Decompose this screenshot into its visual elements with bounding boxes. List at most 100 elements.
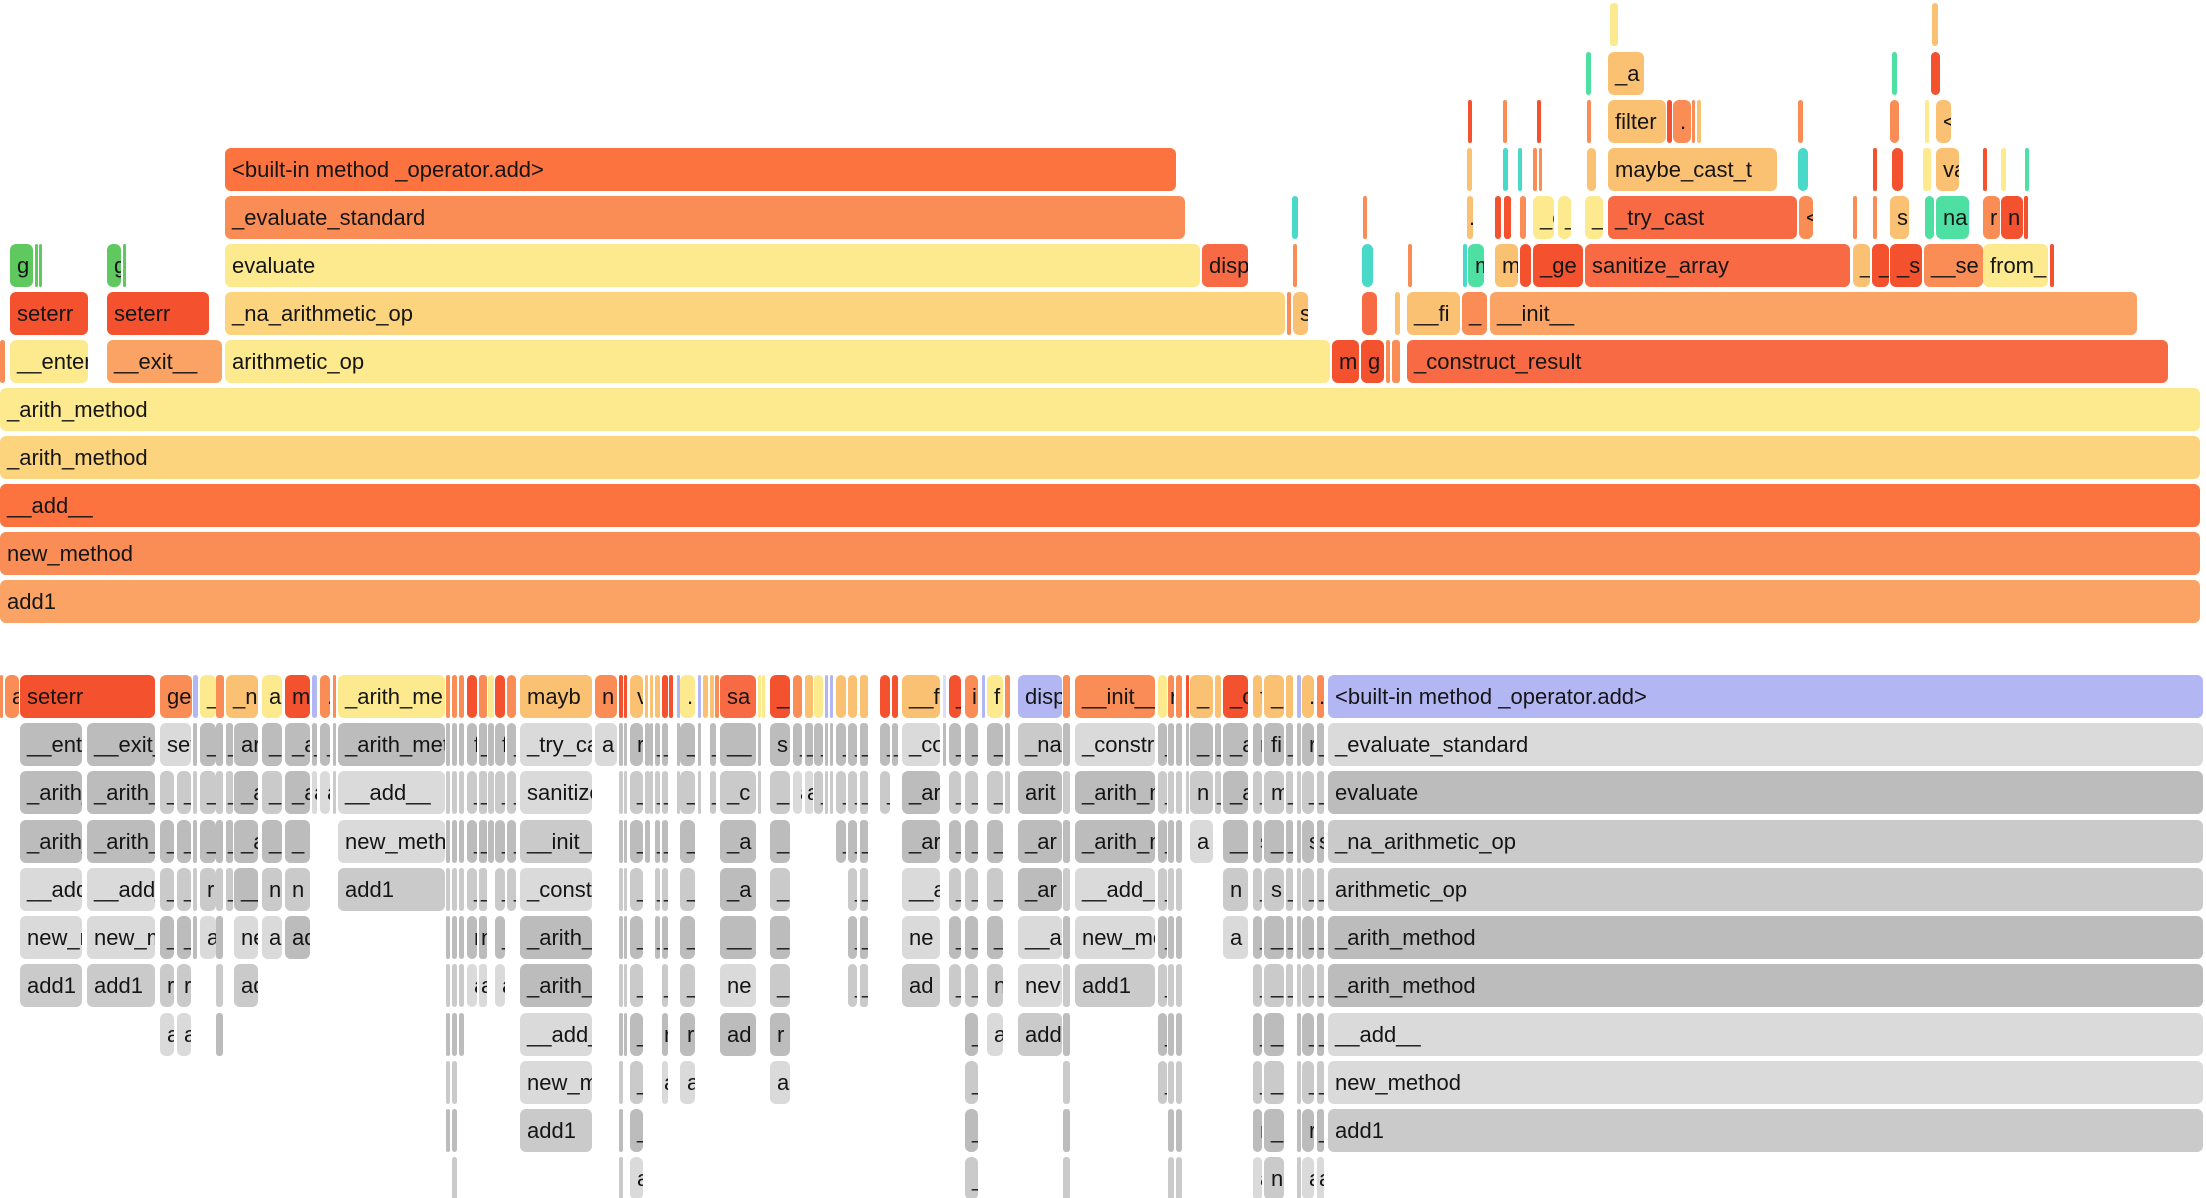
caller-frame-bar[interactable]: _construct_result	[1075, 723, 1155, 766]
caller-frame-bar[interactable]	[446, 723, 450, 766]
frame-sliver[interactable]	[452, 675, 457, 718]
caller-frame-bar[interactable]: _try_cast	[520, 723, 592, 766]
caller-frame-bar[interactable]: _	[1158, 964, 1167, 1007]
frame-bar[interactable]: _	[1585, 196, 1603, 239]
caller-frame-bar[interactable]: _	[1286, 868, 1293, 911]
caller-frame-bar[interactable]: new_method	[20, 916, 82, 959]
frame-bar[interactable]: seterr	[10, 292, 88, 335]
caller-frame-bar[interactable]	[943, 723, 946, 766]
frame-sliver[interactable]	[1586, 52, 1591, 95]
caller-frame-bar[interactable]	[830, 771, 833, 814]
caller-frame-bar[interactable]: _ar	[902, 820, 940, 863]
caller-frame-bar[interactable]: _	[793, 723, 802, 766]
caller-frame-bar[interactable]: _	[160, 916, 174, 959]
caller-frame-bar[interactable]: r	[662, 1013, 668, 1056]
caller-frame-bar[interactable]: _ar	[1018, 868, 1062, 911]
frame-sliver[interactable]	[715, 675, 719, 718]
caller-frame-bar[interactable]: __a	[902, 868, 940, 911]
caller-frame-bar[interactable]	[1063, 1157, 1070, 1198]
caller-frame-bar[interactable]: _	[662, 916, 668, 959]
caller-frame-bar[interactable]	[452, 916, 457, 959]
caller-frame-bar[interactable]: _	[507, 868, 516, 911]
frame-sliver[interactable]	[1386, 340, 1390, 383]
caller-frame-bar[interactable]	[452, 964, 457, 1007]
caller-frame-bar[interactable]: add1	[1018, 1013, 1062, 1056]
frame-sliver[interactable]	[1537, 100, 1541, 143]
caller-frame-bar[interactable]: _	[892, 723, 898, 766]
frame-bar[interactable]: _a	[1608, 52, 1644, 95]
caller-frame-bar[interactable]	[1176, 1109, 1182, 1152]
frame-bar[interactable]: _e	[1533, 196, 1554, 239]
caller-frame-bar[interactable]: _	[655, 723, 660, 766]
caller-frame-bar[interactable]: _	[770, 964, 790, 1007]
caller-frame-bar[interactable]: n	[1190, 771, 1213, 814]
caller-frame-bar[interactable]: _arith_method	[20, 820, 82, 863]
caller-frame-bar[interactable]: r	[1302, 723, 1314, 766]
caller-frame-bar[interactable]: _	[507, 771, 516, 814]
caller-frame-bar[interactable]	[216, 964, 223, 1007]
caller-frame-bar[interactable]	[1168, 1157, 1174, 1198]
caller-frame-bar[interactable]	[452, 1061, 457, 1104]
caller-frame-bar[interactable]: _	[987, 771, 1003, 814]
caller-frame-bar[interactable]	[619, 868, 623, 911]
caller-frame-bar[interactable]: _	[949, 723, 961, 766]
frame-sliver[interactable]	[0, 675, 3, 718]
caller-frame-bar[interactable]: _	[1264, 1013, 1284, 1056]
caller-frame-bar[interactable]: s	[1253, 820, 1262, 863]
caller-frame-bar[interactable]: __a	[1018, 916, 1062, 959]
caller-frame-bar[interactable]	[459, 964, 464, 1007]
caller-frame-bar[interactable]: _	[662, 771, 668, 814]
frame-bar[interactable]: disp	[1202, 244, 1248, 287]
frame-sliver[interactable]	[1587, 148, 1596, 191]
caller-frame-bar[interactable]: _na_arithmetic_op	[1328, 820, 2203, 863]
caller-frame-bar[interactable]	[1005, 723, 1010, 766]
caller-frame-bar[interactable]: _construct_result	[520, 868, 592, 911]
frame-bar[interactable]: _arith_me	[338, 675, 445, 718]
caller-frame-bar[interactable]: arit	[234, 723, 258, 766]
caller-frame-bar[interactable]: _arith_method	[338, 723, 445, 766]
caller-frame-bar[interactable]: a	[805, 771, 813, 814]
caller-frame-bar[interactable]: a	[320, 771, 330, 814]
frame-sliver[interactable]	[1176, 675, 1182, 718]
frame-sliver[interactable]	[1362, 244, 1373, 287]
caller-frame-bar[interactable]: _	[1302, 1013, 1314, 1056]
frame-sliver[interactable]	[216, 675, 224, 718]
caller-frame-bar[interactable]	[459, 868, 464, 911]
caller-frame-bar[interactable]: __add__	[1075, 868, 1155, 911]
frame-bar[interactable]: f	[987, 675, 1003, 718]
frame-sliver[interactable]	[1873, 148, 1877, 191]
caller-frame-bar[interactable]: _	[1158, 1013, 1167, 1056]
frame-sliver[interactable]	[1286, 675, 1293, 718]
caller-frame-bar[interactable]: _	[949, 916, 961, 959]
caller-frame-bar[interactable]	[459, 916, 464, 959]
frame-bar[interactable]: __f	[902, 675, 940, 718]
caller-frame-bar[interactable]: a	[793, 771, 802, 814]
caller-frame-bar[interactable]: _arith_method	[1328, 964, 2203, 1007]
frame-bar[interactable]: <built-in method _operator.add>	[225, 148, 1176, 191]
caller-frame-bar[interactable]	[1168, 820, 1174, 863]
frame-bar[interactable]: n	[2001, 196, 2023, 239]
caller-frame-bar[interactable]: _a	[285, 723, 310, 766]
caller-frame-bar[interactable]: _	[880, 723, 890, 766]
frame-bar[interactable]: _	[1558, 196, 1571, 239]
frame-sliver[interactable]	[446, 675, 450, 718]
caller-frame-bar[interactable]: _	[949, 964, 961, 1007]
caller-frame-bar[interactable]: _arith_method	[87, 771, 155, 814]
caller-frame-bar[interactable]: _	[987, 868, 1003, 911]
frame-sliver[interactable]	[2025, 148, 2029, 191]
frame-bar[interactable]: sa	[720, 675, 756, 718]
caller-frame-bar[interactable]	[1168, 771, 1174, 814]
caller-frame-bar[interactable]	[1168, 964, 1174, 1007]
caller-frame-bar[interactable]	[1297, 1109, 1301, 1152]
frame-sliver[interactable]	[1468, 100, 1472, 143]
caller-frame-bar[interactable]: _	[479, 820, 487, 863]
caller-frame-bar[interactable]: new_method	[520, 1061, 592, 1104]
frame-sliver[interactable]	[793, 675, 802, 718]
frame-sliver[interactable]	[2001, 148, 2006, 191]
caller-frame-bar[interactable]: _	[965, 868, 978, 911]
caller-frame-bar[interactable]: _	[467, 820, 477, 863]
caller-frame-bar[interactable]	[193, 771, 197, 814]
caller-frame-bar[interactable]: __add__	[87, 868, 155, 911]
caller-frame-bar[interactable]: _	[1302, 1061, 1314, 1104]
frame-sliver[interactable]	[677, 675, 680, 718]
